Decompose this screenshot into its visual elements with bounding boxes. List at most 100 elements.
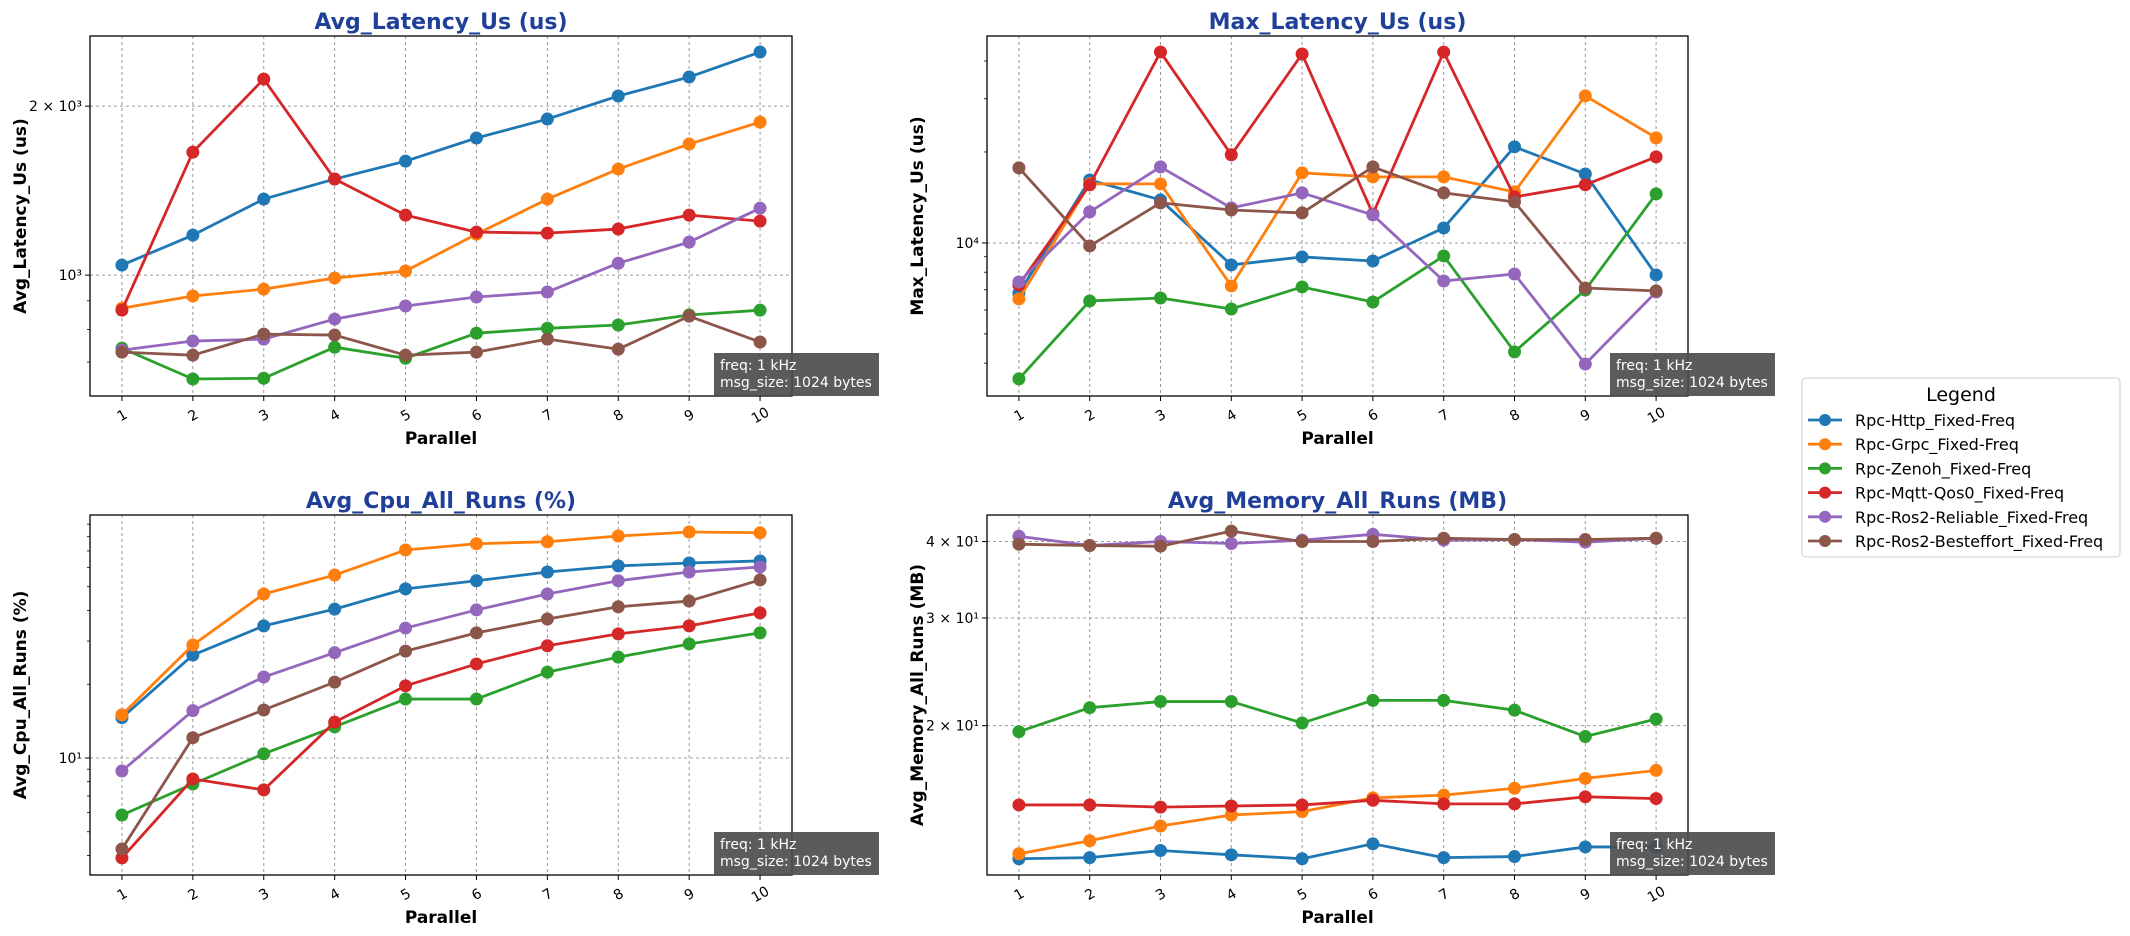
data-point bbox=[1224, 524, 1238, 538]
chart-panel-avg-cpu-all-runs: 1 2 3 4 5 6 7 8 9 10 10¹ Avg_Cpu_All_Runs (%) Parall… bbox=[11, 489, 879, 928]
x-tick-label: 10 bbox=[749, 404, 772, 427]
data-point bbox=[399, 208, 413, 222]
x-tick-label: 3 bbox=[256, 407, 272, 425]
data-point bbox=[1083, 239, 1097, 253]
data-point bbox=[611, 600, 625, 614]
data-point bbox=[1295, 852, 1309, 866]
data-point bbox=[328, 271, 342, 285]
data-point bbox=[469, 290, 483, 304]
x-tick-label: 8 bbox=[1507, 886, 1523, 904]
data-point bbox=[328, 312, 342, 326]
series-line bbox=[121, 50, 761, 267]
data-point bbox=[399, 644, 413, 658]
series-rpc-zenoh-fixed-freq bbox=[115, 303, 767, 386]
series-line bbox=[121, 314, 761, 357]
chart-panel-max-latency-us-us: 1 2 3 4 5 6 7 8 9 10 10⁴ Max_Latency_Us (us) Paralle… bbox=[908, 10, 1775, 449]
data-point bbox=[1153, 291, 1167, 305]
series-rpc-http-fixed-freq bbox=[1012, 837, 1663, 866]
data-point bbox=[1083, 798, 1097, 812]
data-point bbox=[611, 529, 625, 543]
data-point bbox=[1295, 250, 1309, 264]
data-point bbox=[1295, 798, 1309, 812]
series-line bbox=[120, 578, 761, 850]
data-point bbox=[540, 321, 554, 335]
data-point bbox=[1366, 837, 1380, 851]
data-point bbox=[682, 70, 696, 84]
data-point bbox=[753, 115, 767, 129]
series-rpc-zenoh-fixed-freq bbox=[1012, 693, 1663, 744]
data-point bbox=[1366, 170, 1380, 184]
data-point bbox=[682, 309, 696, 323]
data-point bbox=[1295, 206, 1309, 220]
data-point bbox=[540, 226, 554, 240]
data-point bbox=[186, 731, 200, 745]
series-line bbox=[1018, 698, 1657, 738]
data-point bbox=[753, 214, 767, 228]
data-point bbox=[1508, 781, 1522, 795]
data-point bbox=[1012, 847, 1026, 861]
data-point bbox=[1153, 177, 1167, 191]
series-rpc-zenoh-fixed-freq bbox=[115, 626, 767, 822]
data-point bbox=[469, 345, 483, 359]
data-point bbox=[540, 192, 554, 206]
data-point bbox=[611, 627, 625, 641]
data-point bbox=[328, 715, 342, 729]
data-point bbox=[1295, 280, 1309, 294]
data-point bbox=[1437, 851, 1451, 865]
x-tick-label: 8 bbox=[611, 407, 627, 425]
series-rpc-mqtt-qos0-fixed-freq bbox=[1012, 45, 1663, 292]
y-axis-label: Avg_Memory_All_Runs (MB) bbox=[908, 564, 928, 826]
y-tick-label: 2 × 10¹ bbox=[926, 719, 979, 735]
data-point bbox=[1153, 819, 1167, 833]
x-tick-label: 9 bbox=[682, 886, 698, 904]
data-point bbox=[1508, 703, 1522, 717]
data-point bbox=[115, 303, 129, 317]
data-point bbox=[1578, 533, 1592, 547]
x-tick-label: 2 bbox=[185, 407, 201, 425]
x-tick-label: 5 bbox=[398, 886, 414, 904]
data-point bbox=[1224, 848, 1238, 862]
data-point bbox=[1366, 208, 1380, 222]
data-point bbox=[1508, 533, 1522, 547]
data-point bbox=[1295, 535, 1309, 549]
series-rpc-http-fixed-freq bbox=[1012, 140, 1663, 300]
series-line bbox=[121, 559, 761, 719]
x-tick-label: 4 bbox=[1224, 407, 1240, 425]
data-point bbox=[1649, 187, 1663, 201]
annotation-text: msg_size: 1024 bytes bbox=[720, 375, 872, 391]
data-point bbox=[1366, 160, 1380, 174]
data-point bbox=[1012, 372, 1026, 386]
series-line bbox=[121, 631, 761, 817]
data-point bbox=[682, 137, 696, 151]
x-tick-label: 9 bbox=[682, 407, 698, 425]
data-point bbox=[1437, 170, 1451, 184]
data-point bbox=[753, 626, 767, 640]
data-point bbox=[1083, 178, 1097, 192]
series-line bbox=[1017, 94, 1657, 300]
data-point bbox=[1083, 701, 1097, 715]
data-point bbox=[399, 154, 413, 168]
data-point bbox=[1153, 800, 1167, 814]
data-point bbox=[115, 808, 129, 822]
data-point bbox=[1012, 292, 1026, 306]
data-point bbox=[1083, 294, 1097, 308]
data-point bbox=[399, 543, 413, 557]
legend-label: Rpc-Ros2-Reliable_Fixed-Freq bbox=[1855, 508, 2088, 528]
data-point bbox=[469, 574, 483, 588]
x-tick-label: 9 bbox=[1578, 886, 1594, 904]
data-point bbox=[611, 342, 625, 356]
data-point bbox=[257, 371, 271, 385]
data-point bbox=[1366, 693, 1380, 707]
data-point bbox=[611, 222, 625, 236]
y-tick-label: 10³ bbox=[59, 268, 82, 284]
data-point bbox=[115, 258, 129, 272]
x-tick-label: 10 bbox=[1645, 404, 1668, 427]
series-line bbox=[120, 611, 761, 859]
data-point bbox=[753, 303, 767, 317]
chart-title: Avg_Cpu_All_Runs (%) bbox=[306, 489, 576, 514]
legend-dot-marker bbox=[1819, 535, 1831, 547]
annotation-text: msg_size: 1024 bytes bbox=[720, 854, 872, 870]
legend-dot-marker bbox=[1819, 510, 1831, 523]
data-point bbox=[1437, 797, 1451, 811]
